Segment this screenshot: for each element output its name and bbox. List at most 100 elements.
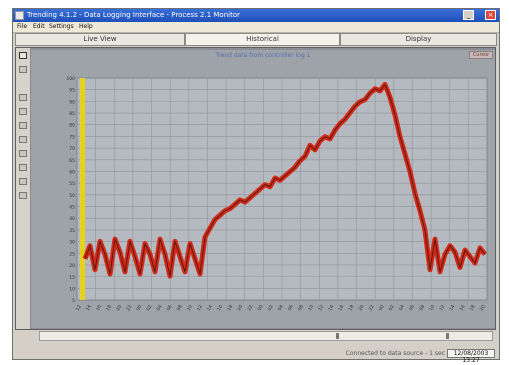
x-tick-label: 16 bbox=[216, 304, 224, 312]
x-tick-label: 06 bbox=[166, 304, 174, 312]
tab-live-view[interactable]: Live View bbox=[15, 33, 185, 46]
grid-lines bbox=[76, 77, 488, 301]
y-tick-label: 75 bbox=[69, 134, 75, 140]
y-tick-label: 35 bbox=[69, 228, 75, 234]
menu-bar: File Edit Settings Help bbox=[13, 22, 499, 33]
series-core-line bbox=[84, 83, 486, 277]
x-tick-label: 12 bbox=[438, 304, 446, 312]
settings-icon[interactable] bbox=[19, 192, 27, 199]
marker-icon[interactable] bbox=[19, 136, 27, 143]
chart-title: Trend data from controller log 1 bbox=[215, 52, 311, 59]
x-tick-label: 18 bbox=[347, 304, 355, 312]
x-tick-label: 02 bbox=[145, 304, 153, 312]
x-tick-label: 02 bbox=[388, 304, 396, 312]
y-tick-label: 95 bbox=[69, 88, 75, 94]
x-tick-label: 12 bbox=[317, 304, 325, 312]
menu-file[interactable]: File bbox=[17, 23, 28, 30]
x-tick-label: 20 bbox=[357, 304, 365, 312]
x-tick-label: 02 bbox=[267, 304, 275, 312]
tool-strip bbox=[16, 48, 31, 329]
y-tick-label: 70 bbox=[69, 146, 75, 152]
x-tick-label: 22 bbox=[368, 304, 376, 312]
x-tick-label: 00 bbox=[135, 304, 143, 312]
y-tick-label: 5 bbox=[72, 298, 75, 304]
tab-bar: Live View Historical Display bbox=[15, 33, 497, 46]
x-tick-label: 08 bbox=[176, 304, 184, 312]
trend-chart[interactable]: 100 95 90 85 80 75 70 65 60 55 50 45 40 35 30 25 20 15 10 5… bbox=[31, 50, 495, 328]
x-tick-label: 14 bbox=[206, 304, 214, 312]
x-tick-label: 06 bbox=[287, 304, 295, 312]
tab-display[interactable]: Display bbox=[340, 33, 497, 46]
x-tick-label: 04 bbox=[155, 304, 163, 312]
y-tick-label: 40 bbox=[69, 216, 75, 222]
menu-edit[interactable]: Edit bbox=[33, 23, 45, 30]
title-bar[interactable]: Trending 4.1.2 - Data Logging Interface … bbox=[13, 9, 499, 22]
x-tick-label: 14 bbox=[327, 304, 335, 312]
y-tick-label: 55 bbox=[69, 181, 75, 187]
y-tick-labels: 100 95 90 85 80 75 70 65 60 55 50 45 40 35 30 25 20 15 10 5 bbox=[66, 76, 75, 304]
pointer-icon[interactable] bbox=[19, 52, 27, 59]
chart-panel: 100 95 90 85 80 75 70 65 60 55 50 45 40 35 30 25 20 15 10 5… bbox=[15, 47, 496, 330]
y-tick-label: 60 bbox=[69, 169, 75, 175]
x-tick-label: 08 bbox=[297, 304, 305, 312]
y-tick-label: 10 bbox=[69, 286, 75, 292]
x-tick-label: 14 bbox=[448, 304, 456, 312]
x-tick-label: 04 bbox=[277, 304, 285, 312]
x-tick-label: 06 bbox=[408, 304, 416, 312]
zoom-in-icon[interactable] bbox=[19, 66, 27, 73]
save-icon[interactable] bbox=[19, 178, 27, 185]
print-icon[interactable] bbox=[19, 164, 27, 171]
minimize-button[interactable]: _ bbox=[463, 10, 474, 20]
x-tick-label: 12 bbox=[75, 304, 83, 312]
x-tick-label: 16 bbox=[337, 304, 345, 312]
y-tick-label: 80 bbox=[69, 123, 75, 129]
window-title: Trending 4.1.2 - Data Logging Interface … bbox=[27, 11, 240, 19]
scroll-marker-a[interactable] bbox=[336, 333, 339, 339]
x-tick-label: 10 bbox=[186, 304, 194, 312]
x-tick-label: 20 bbox=[236, 304, 244, 312]
x-tick-label: 16 bbox=[95, 304, 103, 312]
y-tick-label: 20 bbox=[69, 263, 75, 269]
close-button[interactable]: × bbox=[485, 10, 496, 20]
x-tick-label: 00 bbox=[256, 304, 264, 312]
status-bar: Connected to data source - 1 sec 12/08/2… bbox=[13, 349, 499, 364]
y-tick-label: 65 bbox=[69, 158, 75, 164]
x-tick-label: 20 bbox=[479, 304, 487, 312]
x-tick-label: 18 bbox=[469, 304, 477, 312]
y-tick-label: 45 bbox=[69, 205, 75, 211]
scroll-marker-b[interactable] bbox=[446, 333, 449, 339]
y-tick-label: 85 bbox=[69, 111, 75, 117]
grid-icon[interactable] bbox=[19, 150, 27, 157]
x-tick-label: 14 bbox=[85, 304, 93, 312]
horizontal-scrollbar[interactable] bbox=[39, 331, 493, 341]
x-tick-label: 22 bbox=[125, 304, 133, 312]
x-tick-label: 20 bbox=[115, 304, 123, 312]
app-icon bbox=[15, 11, 24, 20]
x-tick-label: 04 bbox=[398, 304, 406, 312]
x-tick-label: 18 bbox=[226, 304, 234, 312]
x-tick-label: 18 bbox=[105, 304, 113, 312]
pan-icon[interactable] bbox=[19, 108, 27, 115]
status-time: 12/08/2003 13:27 bbox=[447, 349, 495, 364]
x-tick-label: 16 bbox=[458, 304, 466, 312]
menu-settings[interactable]: Settings bbox=[49, 23, 74, 30]
x-tick-labels: 12 14 16 18 20 22 00 02 04 06 08 10 12 14 16 18 20 22 00 02… bbox=[75, 304, 487, 312]
x-tick-label: 12 bbox=[196, 304, 204, 312]
y-tick-label: 15 bbox=[69, 275, 75, 281]
y-tick-label: 100 bbox=[66, 76, 75, 82]
tab-historical[interactable]: Historical bbox=[185, 33, 340, 46]
y-tick-label: 30 bbox=[69, 240, 75, 246]
app-window: Trending 4.1.2 - Data Logging Interface … bbox=[12, 8, 500, 364]
menu-help[interactable]: Help bbox=[79, 23, 93, 30]
chart-svg: 100 95 90 85 80 75 70 65 60 55 50 45 40 35 30 25 20 15 10 5… bbox=[31, 50, 495, 328]
x-tick-label: 22 bbox=[246, 304, 254, 312]
y-tick-label: 25 bbox=[69, 251, 75, 257]
status-text: Connected to data source - 1 sec bbox=[345, 350, 445, 357]
x-tick-label: 10 bbox=[428, 304, 436, 312]
y-tick-label: 50 bbox=[69, 193, 75, 199]
cursor-icon[interactable] bbox=[19, 122, 27, 129]
x-tick-label: 00 bbox=[378, 304, 386, 312]
zoom-out-icon[interactable] bbox=[19, 94, 27, 101]
legend-button[interactable]: Cursor bbox=[469, 51, 493, 59]
x-tick-label: 10 bbox=[307, 304, 315, 312]
